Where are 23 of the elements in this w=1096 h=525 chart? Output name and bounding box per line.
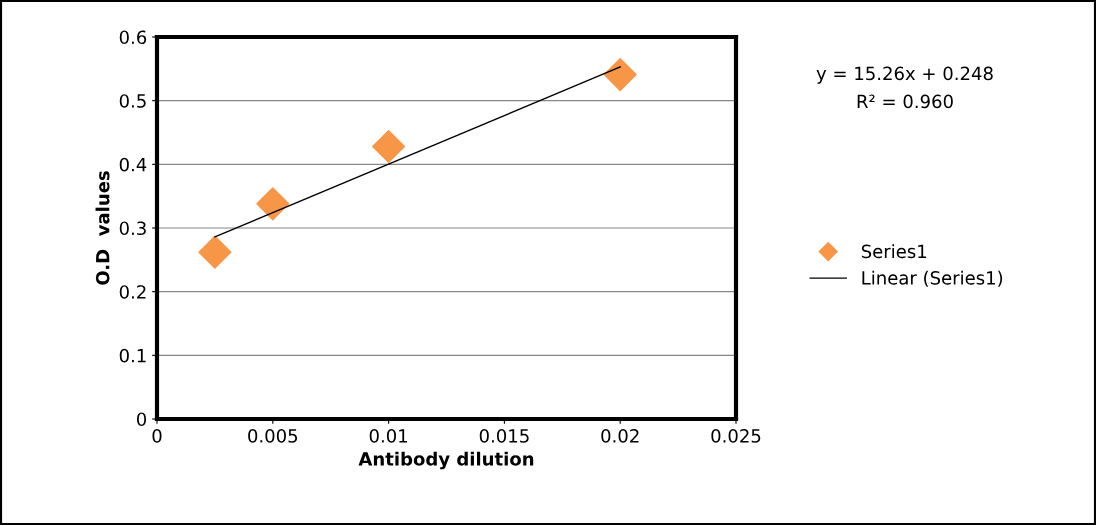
point: [198, 235, 232, 269]
y-tick-label: 0.4: [119, 157, 147, 172]
text: y = 15.26x + 0.248: [816, 66, 993, 84]
y-tick-label: 0.2: [119, 285, 146, 299]
y-axis-title: O.D values: [95, 171, 110, 285]
x-tick-label: 0: [152, 429, 162, 443]
x-axis-title: Antibody dilution: [358, 451, 534, 470]
x-tick-label: 0.02: [601, 429, 639, 443]
y-tick-label: 0: [136, 412, 147, 427]
x-tick-label: 0.015: [479, 429, 529, 443]
x-tick-label: 0.01: [369, 429, 408, 443]
point: [372, 129, 406, 164]
y-tick-label: 0.1: [119, 348, 146, 363]
point: [603, 58, 637, 92]
x-tick-label: 0.025: [711, 429, 761, 443]
legend-label: Series1: [861, 244, 927, 259]
y-tick-label: 0.6: [119, 30, 147, 45]
text: R² = 0.960: [857, 94, 953, 109]
y-tick-label: 0.3: [119, 221, 146, 236]
legend-label: Linear (Series1): [862, 270, 1003, 287]
y-tick-label: 0.5: [119, 94, 146, 108]
point: [256, 187, 290, 221]
x-tick-label: 0.005: [248, 429, 298, 443]
